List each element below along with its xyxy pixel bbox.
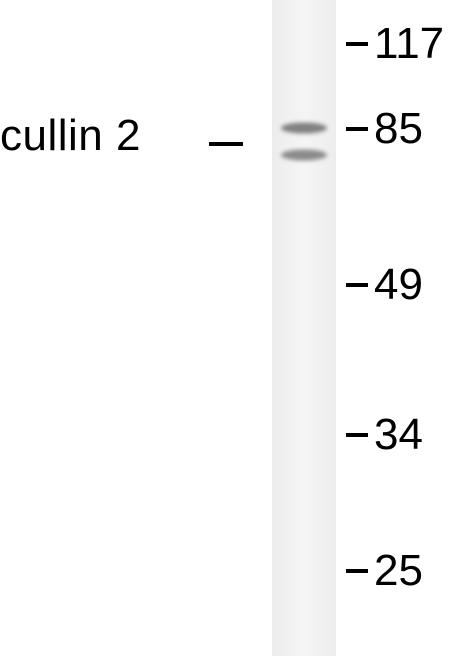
- marker-tick-34: [346, 433, 368, 437]
- marker-label-34: 34: [374, 410, 423, 459]
- marker-label-85: 85: [374, 104, 423, 153]
- gel-lane: [272, 0, 336, 656]
- protein-band-lower: [281, 149, 327, 161]
- marker-label-49: 49: [374, 260, 423, 309]
- marker-tick-117: [346, 42, 368, 46]
- marker-label-117: 117: [374, 19, 445, 68]
- protein-band-upper: [281, 122, 327, 134]
- marker-label-25: 25: [374, 546, 423, 595]
- marker-tick-85: [346, 127, 368, 131]
- marker-tick-49: [346, 283, 368, 287]
- protein-indicator-dash: [209, 142, 243, 146]
- protein-name-label: cullin 2: [0, 111, 141, 160]
- marker-tick-25: [346, 569, 368, 573]
